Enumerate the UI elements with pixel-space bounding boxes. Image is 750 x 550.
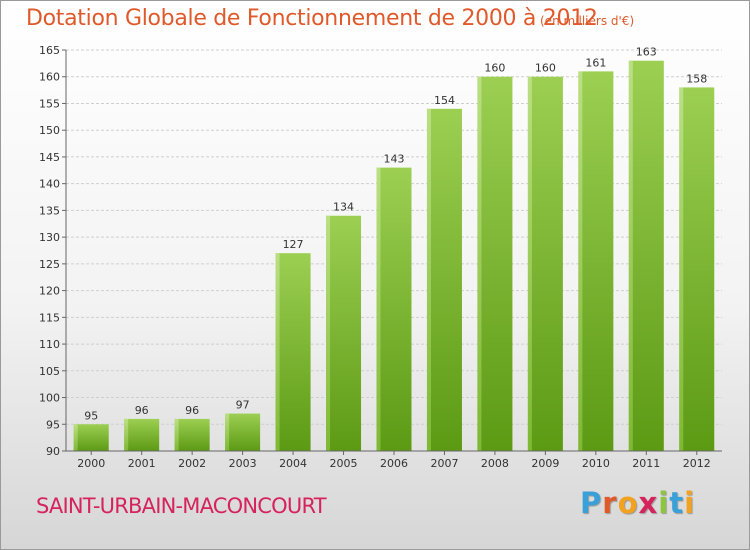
y-tick-label: 100: [39, 392, 60, 405]
x-tick-label: 2008: [481, 457, 509, 470]
bar-highlight: [174, 418, 179, 451]
y-tick-label: 150: [39, 124, 60, 137]
logo-letter: x: [638, 486, 659, 520]
bar: [225, 413, 261, 451]
x-tick-label: 2001: [128, 457, 156, 470]
bar: [578, 71, 614, 452]
x-tick-label: 2011: [632, 457, 660, 470]
x-tick-label: 2004: [279, 457, 307, 470]
x-tick-label: 2006: [380, 457, 408, 470]
x-tick-label: 2000: [77, 457, 105, 470]
logo-letter: r: [602, 486, 618, 520]
x-tick-label: 2003: [229, 457, 257, 470]
y-tick-label: 140: [39, 178, 60, 191]
proxiti-logo: Proxiti: [580, 486, 695, 520]
bar-value-label: 143: [384, 153, 405, 166]
bar-highlight: [477, 76, 482, 451]
bar-value-label: 134: [333, 201, 354, 214]
bar-value-label: 160: [484, 62, 505, 75]
bar-highlight: [628, 60, 633, 452]
bar: [73, 424, 109, 451]
bar: [426, 108, 462, 452]
y-tick-label: 110: [39, 338, 60, 351]
bar-value-label: 161: [585, 56, 606, 69]
y-tick-label: 90: [46, 445, 60, 458]
logo-letter: t: [669, 486, 685, 520]
bar: [124, 418, 160, 451]
bar-highlight: [679, 87, 684, 451]
bar-highlight: [326, 215, 331, 451]
bar-highlight: [578, 71, 583, 452]
bar: [174, 418, 210, 451]
chart-title: Dotation Globale de Fonctionnement de 20…: [26, 6, 598, 31]
y-tick-label: 125: [39, 258, 60, 271]
y-tick-label: 165: [39, 44, 60, 57]
bar-highlight: [527, 76, 532, 451]
bar-highlight: [225, 413, 230, 451]
y-tick-label: 120: [39, 285, 60, 298]
y-tick-label: 160: [39, 71, 60, 84]
bar-highlight: [426, 108, 431, 452]
x-tick-label: 2012: [683, 457, 711, 470]
y-tick-label: 95: [46, 418, 60, 431]
bar: [679, 87, 715, 451]
bar-highlight: [275, 253, 280, 451]
bar-highlight: [73, 424, 78, 451]
y-tick-label: 135: [39, 204, 60, 217]
x-tick-label: 2010: [582, 457, 610, 470]
y-tick-label: 105: [39, 365, 60, 378]
bar-value-label: 127: [283, 238, 304, 251]
bar-value-label: 96: [185, 404, 199, 417]
y-tick-label: 115: [39, 311, 60, 324]
logo-letter: i: [684, 486, 696, 520]
logo-letter: P: [580, 486, 603, 520]
bars: 95 96 96 97 127 134 143 154 160 160 161 163 158: [73, 46, 715, 452]
bar: [527, 76, 563, 451]
bar-value-label: 154: [434, 94, 455, 107]
bar-highlight: [376, 167, 381, 452]
logo-letter: o: [617, 486, 639, 520]
bar-value-label: 158: [686, 72, 707, 85]
bar-value-label: 163: [636, 46, 657, 59]
bar: [477, 76, 513, 451]
x-tick-label: 2005: [330, 457, 358, 470]
bar: [376, 167, 412, 452]
bar-value-label: 160: [535, 62, 556, 75]
y-tick-label: 155: [39, 97, 60, 110]
bar-highlight: [124, 418, 129, 451]
bar: [275, 253, 311, 451]
commune-name: SAINT-URBAIN-MACONCOURT: [36, 494, 327, 518]
logo-letter: i: [658, 486, 670, 520]
unit-note: (en milliers d'€): [540, 14, 635, 28]
x-tick-label: 2002: [178, 457, 206, 470]
bar-value-label: 95: [84, 409, 98, 422]
y-tick-label: 145: [39, 151, 60, 164]
axes: 90 95 100 105 110 115 120 125 130 135 140 145 150 155…: [39, 44, 722, 470]
x-tick-label: 2009: [531, 457, 559, 470]
bar: [628, 60, 664, 452]
bar-value-label: 97: [236, 399, 250, 412]
bar: [326, 215, 362, 451]
y-tick-label: 130: [39, 231, 60, 244]
x-tick-label: 2007: [430, 457, 458, 470]
bar-value-label: 96: [135, 404, 149, 417]
